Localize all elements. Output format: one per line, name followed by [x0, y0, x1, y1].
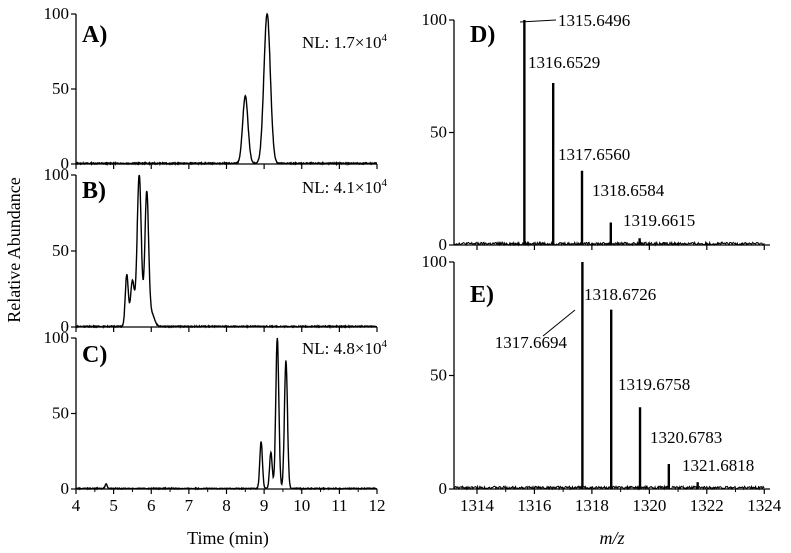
mass-peak-label: 1318.6726	[584, 285, 656, 304]
normalization-level: NL: 4.8×104	[302, 338, 387, 358]
mass-peak-label: 1319.6758	[618, 375, 690, 394]
panel-label: B)	[82, 178, 106, 204]
y-axis-label: Relative Abundance	[4, 177, 24, 322]
y-tick-label: 50	[430, 366, 447, 385]
panel-d: 0 50 100 D) 1315.6496 1316.6529 1317.6560 1318.…	[422, 10, 770, 254]
mass-peak-label: 1318.6584	[592, 181, 665, 200]
y-tick-label: 100	[422, 252, 448, 271]
x-tick-label: 1320	[632, 496, 666, 515]
x-tick-label: 10	[293, 496, 310, 515]
mass-peak-label: 1319.6615	[623, 211, 695, 230]
mass-peak-label: 1320.6783	[650, 428, 722, 447]
normalization-level: NL: 4.1×104	[302, 177, 387, 197]
y-tick-label: 0	[61, 154, 70, 173]
spectrum-baseline	[453, 484, 765, 491]
mass-peak-label: 1317.6560	[558, 145, 630, 164]
y-tick-label: 0	[61, 479, 70, 498]
x-tick-label: 1318	[575, 496, 609, 515]
x-axis-label-mz: m/z	[599, 528, 624, 548]
mass-peak-label: 1317.6694	[495, 333, 568, 352]
chromatogram-trace	[75, 12, 377, 167]
x-tick-label: 1316	[517, 496, 551, 515]
y-tick-label: 50	[52, 404, 69, 423]
panel-c: 0 50 100 4 5 6 7 8 9 10 11 12 C) NL: 4.8×104	[44, 328, 388, 515]
x-tick-label: 5	[109, 496, 118, 515]
x-axis-label-time: Time (min)	[187, 528, 269, 549]
label-leader-line	[519, 19, 557, 23]
x-tick-label: 1324	[747, 496, 782, 515]
chromatogram-trace	[75, 174, 378, 330]
y-tick-label: 0	[439, 235, 448, 254]
x-tick-label: 11	[331, 496, 347, 515]
y-tick-label: 0	[61, 317, 70, 336]
mass-peak-label: 1315.6496	[558, 11, 630, 30]
x-tick-label: 12	[369, 496, 386, 515]
panel-a: 0 50 100 A) NL: 1.7×104	[44, 4, 388, 173]
mass-peak-label: 1321.6818	[682, 456, 754, 475]
panel-e: 0 50 100 1314 1316 1318 1320 1322 1324 E) 1317.669…	[422, 252, 782, 515]
y-tick-label: 100	[422, 10, 448, 29]
panel-label: C)	[82, 342, 107, 368]
panel-b: 0 50 100 B) NL: 4.1×104	[44, 165, 388, 336]
panel-label: E)	[470, 282, 494, 308]
normalization-exponent: 4	[381, 338, 387, 350]
y-tick-label: 100	[44, 328, 70, 347]
normalization-level: NL: 1.7×104	[302, 32, 387, 52]
y-tick-label: 0	[439, 479, 448, 498]
panel-label: D)	[470, 22, 495, 48]
x-tick-label: 6	[147, 496, 156, 515]
chromatogram-trace	[75, 337, 378, 491]
x-tick-label: 1322	[690, 496, 724, 515]
x-tick-label: 4	[72, 496, 81, 515]
normalization-exponent: 4	[381, 177, 387, 189]
x-tick-label: 7	[185, 496, 194, 515]
panel-label: A)	[82, 22, 107, 48]
y-tick-label: 100	[44, 165, 70, 184]
y-tick-label: 100	[44, 4, 70, 23]
y-tick-label: 50	[52, 79, 69, 98]
normalization-exponent: 4	[381, 32, 387, 44]
mass-peak-label: 1316.6529	[528, 53, 600, 72]
spectrum-baseline	[453, 240, 765, 247]
x-tick-label: 9	[260, 496, 269, 515]
y-tick-label: 50	[430, 123, 447, 142]
x-tick-label: 8	[222, 496, 231, 515]
y-tick-label: 50	[52, 241, 69, 260]
x-tick-label: 1314	[460, 496, 495, 515]
label-leader-line	[542, 309, 576, 337]
